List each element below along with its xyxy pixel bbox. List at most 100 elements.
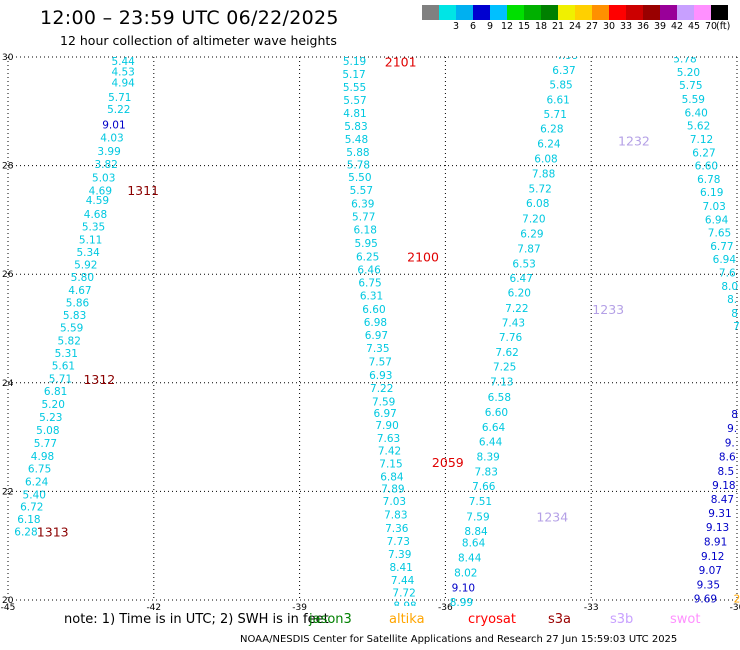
wave-height-value: 7.39 [388,549,411,561]
wave-height-value: 6.72 [20,502,43,514]
wave-height-value: 8.99 [450,597,473,609]
wave-height-value: 2 [734,593,740,605]
pass-time-label: 2059 [432,455,464,470]
x-tick-label: -36 [438,603,453,613]
wave-height-value: 4.69 [89,186,112,198]
wave-height-value: 5.44 [111,56,135,68]
y-tick-label: 26 [2,270,14,280]
pass-time-label: 1313 [37,525,69,540]
wave-height-value: 5.11 [79,234,102,246]
wave-height-value: 5.59 [60,322,83,334]
wave-height-value: 7.6 [719,268,736,280]
wave-height-value: 5.22 [107,104,130,116]
color-scale-label: 3 [452,21,460,32]
wave-height-value: 5.62 [687,120,710,132]
wave-height-value: 7.35 [366,343,389,355]
y-tick-label: 30 [2,53,14,63]
wave-height-value: 5.20 [42,399,65,411]
wave-height-value: 4.59 [86,195,109,207]
wave-height-value: 6.47 [510,273,533,285]
wave-height-value: 6.81 [44,386,67,398]
x-tick-label: -39 [292,603,307,613]
wave-height-value: 6.53 [512,258,535,270]
wave-height-value: 3.82 [94,159,117,171]
color-swatch [473,5,490,20]
x-tick-label: -33 [584,603,599,613]
wave-height-value: 5.08 [36,425,59,437]
wave-height-value: 7.03 [702,201,725,213]
wave-height-value: 6.29 [520,228,543,240]
wave-height-value: 5.59 [682,94,705,106]
wave-height-value: 5.78 [347,160,370,172]
wave-height-value: 6.18 [354,225,377,237]
wave-height-value: 8.98 [393,600,416,612]
pass-time-label: 1234 [536,509,568,524]
wave-height-value: 5.31 [55,348,78,360]
wave-height-value: 9.12 [701,551,724,563]
wave-height-value: 6.27 [692,148,715,160]
wave-height-value: 8.02 [454,567,477,579]
wave-height-value: 5.83 [63,310,86,322]
wave-height-value: 5.77 [34,438,57,450]
wave-height-value: 5.48 [345,134,368,146]
color-scale-label: 39 [653,21,667,32]
wave-height-value: 5.20 [677,67,700,79]
wave-height-value: 4.68 [84,209,107,221]
color-scale-label: 45 [687,21,701,32]
wave-height-value: 8.84 [464,526,488,538]
satellite-legend-item: altika [389,612,425,627]
wave-height-value: 5.50 [348,172,371,184]
wave-height-value: 5.50 [562,20,585,32]
wave-height-value: 9.07 [699,565,722,577]
wave-height-value: 5.17 [342,69,365,81]
wave-height-value: 5.77 [352,212,375,224]
wave-height-value: 7.76 [499,332,523,344]
wave-height-value: 6.08 [526,198,549,210]
wave-height-value: 6.97 [373,408,396,420]
color-scale-label: 9 [486,21,494,32]
wave-height-value: 5.75 [679,80,702,92]
color-swatch [660,5,677,20]
wave-height-value: 6.19 [700,187,723,199]
wave-height-value: 6.58 [488,392,511,404]
wave-height-value: 8. [727,294,737,306]
wave-height-value: 6.24 [25,477,49,489]
color-scale-label: 30 [602,21,616,32]
wave-height-value: 6.28 [14,527,37,539]
pass-time-label: 2100 [407,249,439,264]
wave-height-value: 8 [731,308,738,320]
satellite-legend-item: jason3 [309,612,352,627]
color-scale-label: 24 [568,21,582,32]
wave-height-value: 6.60 [695,161,718,173]
wave-height-value: 4.67 [68,285,91,297]
pass-time-label: 1235 [517,608,549,623]
color-scale-label: 15 [517,21,531,32]
wave-height-value: 5.23 [39,412,62,424]
wave-height-value: 5.19 [343,56,366,68]
color-scale-label: 36 [636,21,650,32]
wave-height-value: 9.13 [706,522,729,534]
wave-height-value: 6.78 [697,174,720,186]
wave-height-value: 6.20 [508,288,531,300]
wave-height-value: 8 [731,409,738,421]
wave-height-value: 6.44 [479,436,503,448]
wave-height-value: 7.89 [381,484,404,496]
wave-height-value: 7.62 [495,347,518,359]
wave-height-value: 7.20 [522,213,545,225]
wave-height-value: 5.34 [76,247,100,259]
wave-height-value: 6.60 [485,407,508,419]
wave-height-value: 7.51 [469,496,492,508]
y-tick-label: 28 [2,162,14,172]
wave-height-value: 7.13 [490,377,513,389]
wave-height-value: 7.83 [475,466,498,478]
wave-height-value: 5.92 [74,259,97,271]
wave-height-value: 8.39 [476,452,499,464]
footer-credit: NOAA/NESDIS Center for Satellite Applica… [240,634,678,645]
wave-height-value: 7.42 [378,446,401,458]
satellite-legend-item: s3b [610,612,634,627]
wave-height-value: 7.73 [387,536,410,548]
wave-height-value: 7.72 [392,587,415,599]
footer-note-text: note: 1) Time is in UTC; 2) SWH is in fe… [64,612,329,627]
color-scale-label: 12 [500,21,514,32]
